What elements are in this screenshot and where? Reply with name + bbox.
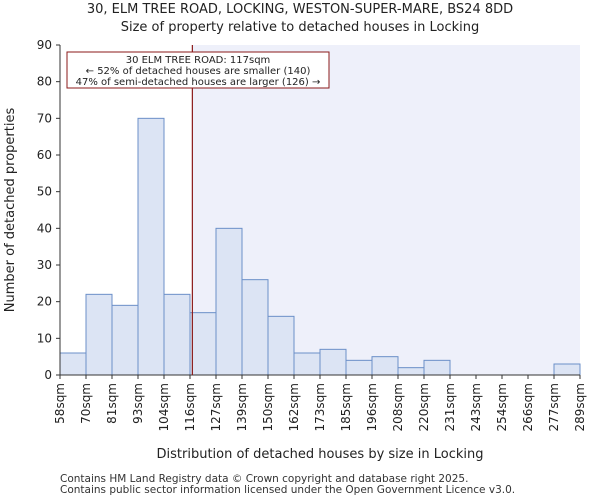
- x-tick-label: 173sqm: [313, 383, 327, 431]
- x-tick-label: 277sqm: [547, 383, 561, 431]
- y-tick-label: 30: [37, 258, 52, 272]
- chart-subtitle: Size of property relative to detached ho…: [120, 20, 480, 35]
- y-axis-title: Number of detached properties: [3, 108, 18, 313]
- x-tick-label: 243sqm: [469, 383, 483, 431]
- y-tick-label: 50: [37, 185, 52, 199]
- x-tick-label: 231sqm: [443, 383, 457, 431]
- annotation-line: ← 52% of detached houses are smaller (14…: [86, 66, 311, 77]
- histogram-bar: [319, 348, 347, 376]
- x-tick-label: 116sqm: [183, 383, 197, 431]
- footer-line-2: Contains public sector information licen…: [60, 484, 516, 496]
- histogram-bar: [59, 352, 87, 376]
- annotation-line: 47% of semi-detached houses are larger (…: [76, 77, 321, 88]
- x-tick-label: 254sqm: [495, 383, 509, 431]
- histogram-bar: [345, 359, 373, 376]
- histogram-bar: [163, 293, 191, 376]
- histogram-bar: [85, 293, 113, 376]
- histogram-bar: [189, 312, 217, 376]
- y-tick-label: 90: [37, 38, 52, 52]
- histogram-bar: [553, 363, 581, 376]
- x-tick-label: 162sqm: [287, 383, 301, 431]
- annotation-box: [66, 51, 330, 89]
- y-tick-label: 20: [37, 295, 52, 309]
- footer-line-1: Contains HM Land Registry data © Crown c…: [60, 473, 469, 485]
- x-tick-label: 208sqm: [391, 383, 405, 431]
- chart-title: 30, ELM TREE ROAD, LOCKING, WESTON-SUPER…: [86, 2, 514, 17]
- y-tick-label: 60: [37, 148, 52, 162]
- histogram-bar: [241, 279, 269, 376]
- histogram-bar: [267, 315, 295, 376]
- histogram-bar: [397, 367, 425, 376]
- histogram-bar: [215, 227, 243, 376]
- histogram-bar: [423, 359, 451, 376]
- x-tick-label: 70sqm: [79, 383, 93, 424]
- histogram-bar: [293, 352, 321, 376]
- y-tick-label: 80: [37, 75, 52, 89]
- histogram-bar: [111, 304, 139, 376]
- y-tick-label: 70: [37, 111, 52, 125]
- x-tick-label: 104sqm: [157, 383, 171, 431]
- histogram-bar: [137, 117, 165, 376]
- x-tick-label: 81sqm: [105, 383, 119, 424]
- histogram-chart: 0 10 20 30 40 50 60 70 80 90 58sqm 70sqm 81sqm 93sqm 1…: [3, 38, 587, 462]
- x-tick-label: 266sqm: [521, 383, 535, 431]
- y-tick-label: 10: [37, 331, 52, 345]
- x-tick-label: 150sqm: [261, 383, 275, 431]
- x-tick-label: 93sqm: [131, 383, 145, 424]
- x-tick-label: 185sqm: [339, 383, 353, 431]
- histogram-bar: [371, 356, 399, 376]
- y-tick-label: 0: [44, 368, 52, 382]
- x-tick-label: 58sqm: [53, 383, 67, 424]
- x-tick-label: 139sqm: [235, 383, 249, 431]
- x-tick-label: 127sqm: [209, 383, 223, 431]
- x-axis-title: Distribution of detached houses by size …: [157, 447, 484, 462]
- x-tick-label: 196sqm: [365, 383, 379, 431]
- annotation-line: 30 ELM TREE ROAD: 117sqm: [126, 55, 271, 66]
- x-tick-label: 289sqm: [573, 383, 587, 431]
- x-tick-label: 220sqm: [417, 383, 431, 431]
- y-tick-label: 40: [37, 221, 52, 235]
